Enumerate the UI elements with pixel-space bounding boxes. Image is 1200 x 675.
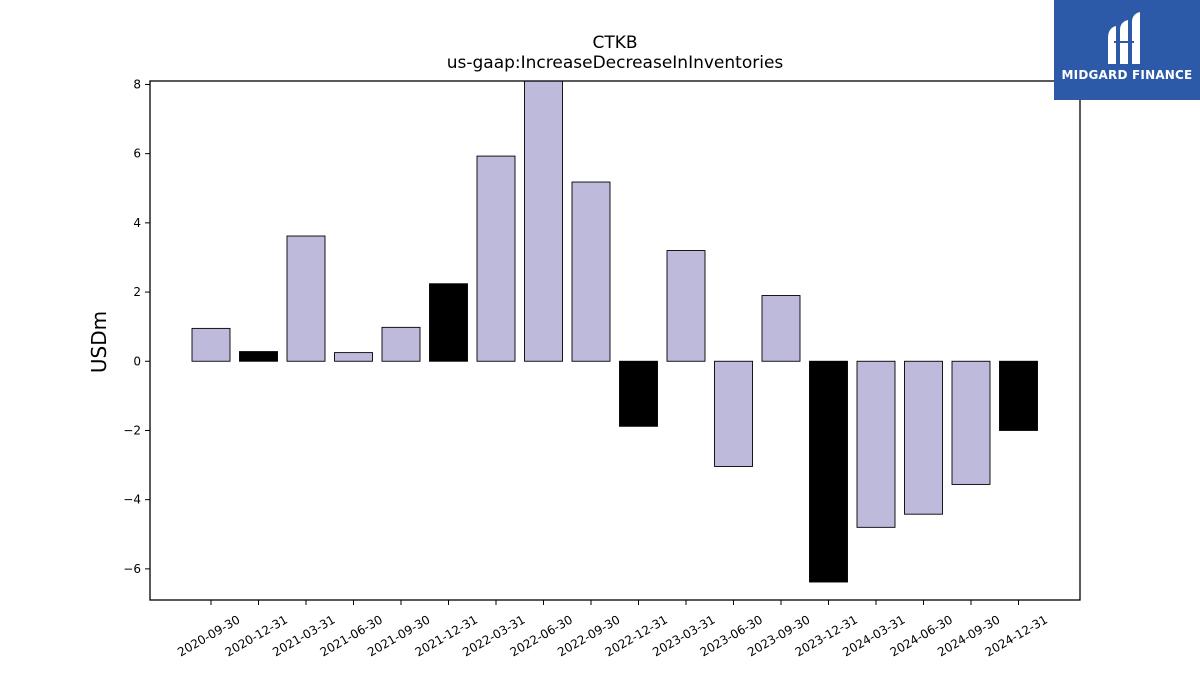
bar-2024-12-31 xyxy=(999,360,1038,431)
midgard-finance-logo: MIDGARD FINANCE xyxy=(1054,0,1200,100)
bar-2024-03-31 xyxy=(856,360,896,528)
midgard-logo-icon xyxy=(1108,12,1140,64)
y-axis-label: USDm xyxy=(87,311,111,373)
bar-2021-06-30 xyxy=(334,352,373,362)
y-ticks-group: −6 −4 −2 0 2 4 6 8 xyxy=(123,77,150,576)
bar-2020-12-31 xyxy=(239,351,278,362)
y-tick-label: 0 xyxy=(133,354,141,368)
bar-2021-03-31 xyxy=(286,235,326,362)
y-tick-label: 6 xyxy=(133,147,141,161)
bar-2023-06-30 xyxy=(714,360,753,467)
bar-2022-03-31 xyxy=(476,155,516,362)
y-tick-label: 8 xyxy=(133,77,141,91)
y-tick-label: −2 xyxy=(123,423,141,437)
y-tick-label: −6 xyxy=(123,562,141,576)
bars-group xyxy=(191,80,1038,583)
y-tick-label: 4 xyxy=(133,216,141,230)
bar-2024-06-30 xyxy=(904,360,943,515)
y-tick-label: −4 xyxy=(123,493,141,507)
bar-2024-09-30 xyxy=(951,360,991,485)
chart-subtitle: us-gaap:IncreaseDecreaseInInventories xyxy=(447,53,784,73)
bar-2023-12-31 xyxy=(809,360,848,583)
bar-2022-12-31 xyxy=(619,360,658,427)
bar-2023-09-30 xyxy=(761,295,801,362)
bar-2022-09-30 xyxy=(571,181,611,362)
bar-2023-03-31 xyxy=(666,250,706,362)
chart-title: CTKB xyxy=(592,33,637,53)
x-ticks-group: 2020-09-302020-12-312021-03-312021-06-30… xyxy=(175,600,1050,659)
bar-2022-06-30 xyxy=(524,80,563,362)
bar-2021-09-30 xyxy=(381,326,421,362)
bar-2021-12-31 xyxy=(429,283,468,362)
logo-text: MIDGARD FINANCE xyxy=(1061,68,1193,82)
plot-frame xyxy=(149,80,1081,601)
bar-2020-09-30 xyxy=(191,327,231,362)
y-tick-label: 2 xyxy=(133,285,141,299)
